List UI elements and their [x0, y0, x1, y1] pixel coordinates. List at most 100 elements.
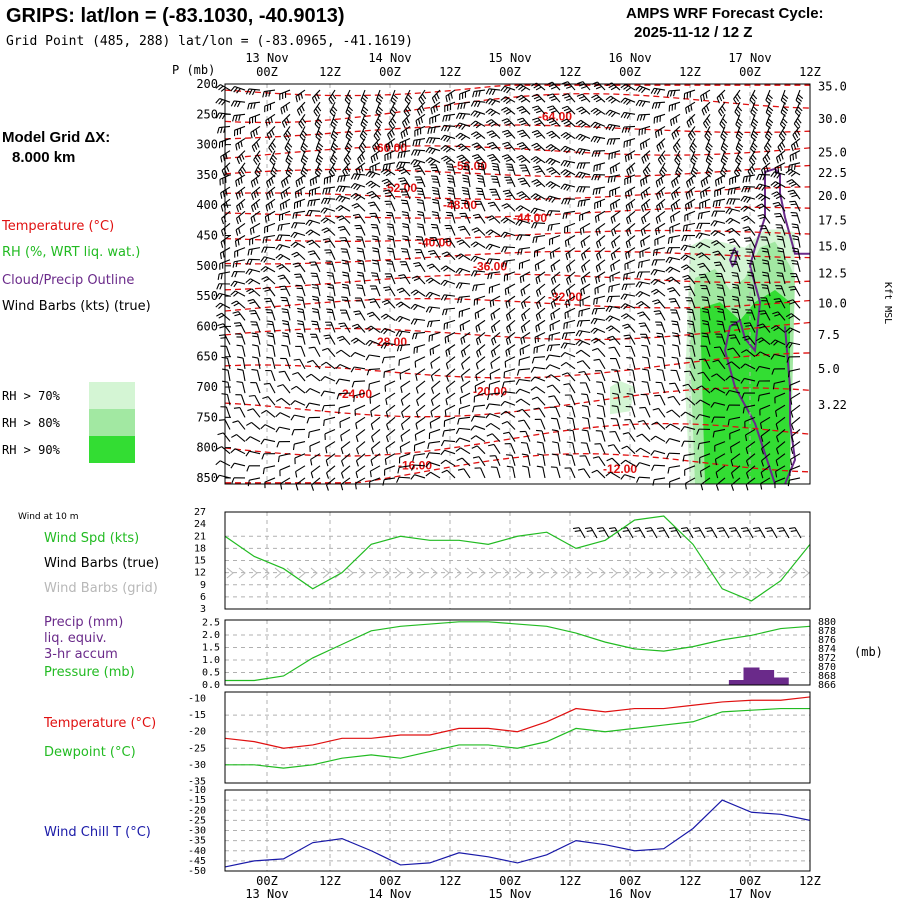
- wind-barb: [749, 237, 756, 248]
- wind-barb: [443, 124, 456, 127]
- wind-barb-flag: [576, 93, 583, 97]
- wind-barb-flag: [546, 384, 553, 388]
- wind-barb-flag: [752, 154, 757, 160]
- wind-barb-flag: [240, 202, 244, 209]
- wind-barb-flag: [489, 156, 496, 160]
- wind-barb-flag: [775, 184, 782, 189]
- wind-barb: [414, 441, 426, 446]
- wind-barb-flag: [425, 137, 430, 144]
- wind-barb-flag: [747, 299, 754, 302]
- wind-barb-flag: [580, 98, 587, 102]
- wind-barb-flag: [280, 181, 284, 188]
- wind-barb-flag: [746, 296, 753, 299]
- wind-barb-flag: [263, 257, 268, 263]
- wind-barb-flag: [276, 263, 283, 268]
- wind-barb-flag: [425, 147, 430, 153]
- wind-barb: [721, 285, 726, 297]
- wind-barb-flag: [235, 324, 242, 327]
- wind-barb-flag: [320, 361, 327, 366]
- wind-barb-flag: [531, 105, 539, 109]
- wind10-barb-true-flag: [742, 529, 749, 533]
- precip-bar: [743, 667, 760, 685]
- wind-barb-flag: [612, 138, 616, 145]
- wind-barb-flag: [502, 189, 509, 193]
- wind-barb: [655, 174, 666, 182]
- wind-barb: [684, 244, 696, 249]
- wind-barb: [461, 457, 471, 467]
- wind-barb-flag: [565, 301, 568, 309]
- wind-barb-flag: [265, 205, 269, 212]
- wind-barb-flag: [698, 243, 704, 249]
- wind-barb: [758, 173, 771, 176]
- wind-barb-flag: [776, 448, 779, 455]
- pressure-tick-label: 300: [196, 138, 218, 152]
- wind-barb-flag: [716, 320, 723, 323]
- wind-barb: [705, 162, 711, 174]
- wind-barb-flag: [565, 212, 568, 219]
- wind-barb: [271, 309, 276, 321]
- wind-barb: [669, 438, 681, 443]
- wind-barb-flag: [372, 262, 379, 265]
- wind10-barb-true-flag: [766, 529, 773, 533]
- wind-barb-flag: [549, 107, 556, 111]
- wind-barb: [565, 169, 576, 176]
- wind-barb-flag: [325, 187, 328, 195]
- wind-barb-flag: [475, 363, 479, 370]
- wind-barb-flag: [550, 86, 557, 90]
- pressure-tick-label: 750: [196, 410, 218, 424]
- wind-barb: [285, 150, 291, 162]
- wind-barb: [399, 330, 411, 334]
- wind-barb: [265, 210, 276, 218]
- pressure-ytick: 880: [818, 617, 836, 628]
- wind-barb-flag: [702, 335, 709, 338]
- wind-barb-flag: [628, 216, 632, 223]
- wind-barb: [250, 278, 261, 285]
- wind-barb: [722, 309, 726, 321]
- wind-barb-flag: [625, 241, 629, 249]
- wind-barb-flag: [661, 154, 666, 160]
- wind-barb-flag: [268, 179, 272, 186]
- wind-barb-flag: [246, 288, 253, 293]
- wind-barb-flag: [606, 296, 610, 303]
- wind-barb-flag: [728, 334, 735, 337]
- wind-barb-flag: [579, 320, 583, 327]
- wind-barb: [760, 416, 771, 424]
- wind10-barb-grid: [514, 567, 522, 579]
- wind-barb: [451, 164, 456, 176]
- wind-barb-flag: [714, 459, 717, 466]
- wind-barb: [284, 138, 291, 149]
- wind-barb: [362, 248, 366, 260]
- wind-barb-flag: [718, 199, 721, 207]
- wind-barb-flag: [623, 112, 628, 119]
- pressure-tick-label: 550: [196, 289, 218, 303]
- wind-barb-flag: [626, 356, 633, 359]
- wind-barb-flag: [356, 247, 363, 250]
- wind-barb-flag: [281, 121, 286, 128]
- wind-barb: [759, 351, 771, 358]
- wind-barb-flag: [624, 284, 628, 291]
- temperature-contour-label: -28.00: [373, 335, 407, 349]
- wind-barb-flag: [370, 448, 374, 455]
- wind-barb-flag: [446, 136, 451, 143]
- wind-barb-flag: [765, 145, 771, 151]
- wind-barb-flag: [775, 300, 782, 303]
- wind-barb: [616, 418, 621, 430]
- wind-barb-flag: [660, 189, 664, 196]
- wind-barb-flag: [582, 288, 586, 295]
- wind-barb-flag: [590, 107, 597, 113]
- wind-barb-flag: [435, 104, 438, 111]
- wind-barb-flag: [564, 240, 567, 247]
- wind-barb-flag: [777, 146, 782, 153]
- wind-barb-flag: [670, 205, 674, 212]
- wind-barb-flag: [413, 291, 419, 296]
- wind-barb-flag: [519, 180, 526, 183]
- temperature-contour: [224, 297, 811, 312]
- wind-barb: [737, 297, 741, 309]
- wind10-barb-true: [710, 527, 718, 539]
- wind-barb-flag: [369, 300, 377, 304]
- wind-barb-flag: [797, 94, 804, 99]
- wind-barb: [563, 198, 576, 200]
- wind-barb: [429, 291, 441, 297]
- wind-barb: [520, 332, 531, 339]
